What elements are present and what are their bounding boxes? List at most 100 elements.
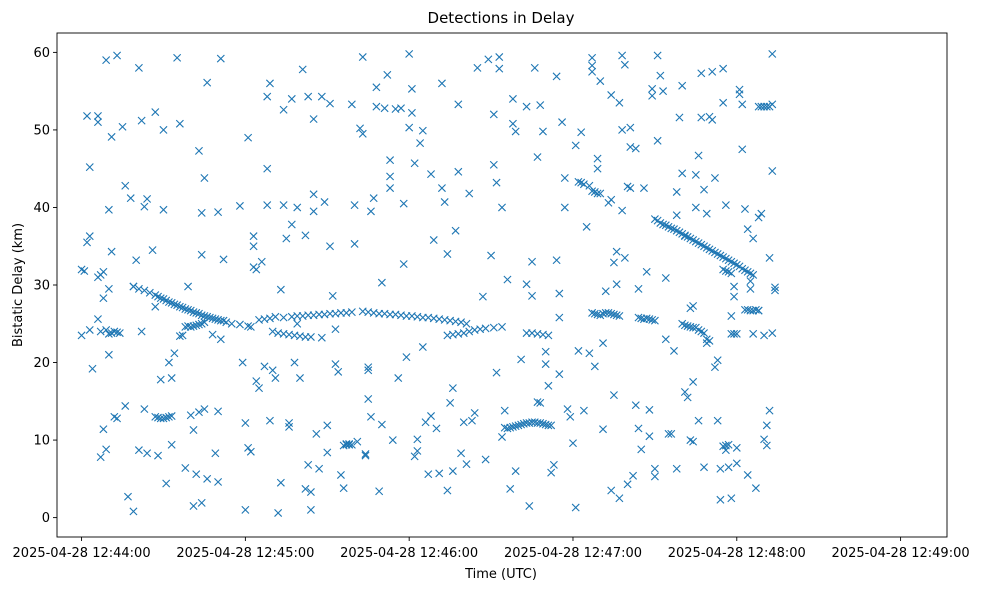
data-point <box>664 429 673 438</box>
data-point <box>309 115 318 124</box>
data-point <box>216 316 225 325</box>
data-point <box>364 363 373 372</box>
data-point <box>372 102 381 111</box>
data-point <box>203 312 212 321</box>
data-point <box>383 70 392 79</box>
data-point <box>339 441 348 450</box>
data-point <box>263 201 272 210</box>
data-point <box>615 312 624 321</box>
data-point <box>173 53 182 62</box>
data-point <box>533 153 542 162</box>
data-point <box>416 139 425 148</box>
data-point <box>689 377 698 386</box>
data-point <box>555 289 564 298</box>
x-tick-label: 2025-04-28 12:46:00 <box>340 546 478 561</box>
data-point <box>263 164 272 173</box>
data-point <box>593 154 602 163</box>
data-point <box>274 508 283 517</box>
data-point <box>648 315 657 324</box>
data-point <box>145 288 154 297</box>
data-point <box>102 445 111 454</box>
data-point <box>749 329 758 338</box>
data-point <box>238 358 247 367</box>
data-point <box>200 312 209 321</box>
data-point <box>522 102 531 111</box>
data-point <box>689 301 698 310</box>
data-point <box>719 98 728 107</box>
data-point <box>192 321 201 330</box>
data-point <box>328 291 337 300</box>
data-point <box>588 308 597 317</box>
data-point <box>353 437 362 446</box>
data-point <box>500 406 509 415</box>
data-point <box>405 123 414 132</box>
data-point <box>746 284 755 293</box>
data-point <box>170 349 179 358</box>
data-point <box>541 347 550 356</box>
data-point <box>743 470 752 479</box>
data-point <box>334 367 343 376</box>
data-point <box>249 232 258 241</box>
data-point <box>244 443 253 452</box>
data-point <box>607 486 616 495</box>
data-point <box>115 329 124 338</box>
data-point <box>83 111 92 120</box>
data-point <box>558 118 567 127</box>
data-point <box>459 329 468 338</box>
data-point <box>424 470 433 479</box>
data-point <box>156 294 165 303</box>
data-point <box>528 257 537 266</box>
data-point <box>678 81 687 90</box>
data-point <box>656 71 665 80</box>
data-point <box>615 494 624 503</box>
data-point <box>508 119 517 128</box>
data-point <box>143 449 152 458</box>
data-point <box>181 464 190 472</box>
data-point <box>186 322 195 331</box>
data-point <box>437 79 446 88</box>
data-point <box>407 84 416 93</box>
data-point <box>738 100 747 109</box>
data-point <box>285 422 294 431</box>
data-point <box>104 284 113 293</box>
data-point <box>358 53 367 62</box>
data-point <box>528 291 537 300</box>
data-point <box>691 203 700 212</box>
data-point <box>508 94 517 103</box>
data-point <box>219 255 228 264</box>
data-point <box>609 391 618 400</box>
x-tick-label: 2025-04-28 12:48:00 <box>668 546 806 561</box>
data-point <box>642 267 651 276</box>
data-point <box>366 207 375 216</box>
data-point <box>317 333 326 342</box>
data-point <box>320 198 329 207</box>
data-point <box>93 111 102 120</box>
data-point <box>326 242 334 251</box>
data-point <box>126 194 135 203</box>
data-point <box>522 280 531 289</box>
data-point <box>377 420 386 429</box>
data-point <box>760 435 769 444</box>
data-point <box>407 108 416 117</box>
data-point <box>309 190 318 199</box>
data-point <box>765 253 774 262</box>
data-point <box>478 292 487 301</box>
data-point <box>93 118 102 127</box>
data-point <box>293 203 302 212</box>
data-point <box>754 213 763 222</box>
data-point <box>104 329 113 338</box>
data-point <box>107 132 116 141</box>
chart-title: Detections in Delay <box>428 9 575 27</box>
data-point <box>768 49 777 58</box>
data-point <box>749 270 758 279</box>
data-point <box>235 320 244 329</box>
data-point <box>85 325 94 334</box>
data-point <box>170 300 179 309</box>
data-point <box>197 208 206 217</box>
data-point <box>459 418 468 427</box>
x-tick-label: 2025-04-28 12:49:00 <box>832 546 970 561</box>
data-point <box>287 94 296 103</box>
y-tick-label: 10 <box>33 434 50 449</box>
data-point <box>462 460 471 469</box>
data-point <box>749 234 758 243</box>
